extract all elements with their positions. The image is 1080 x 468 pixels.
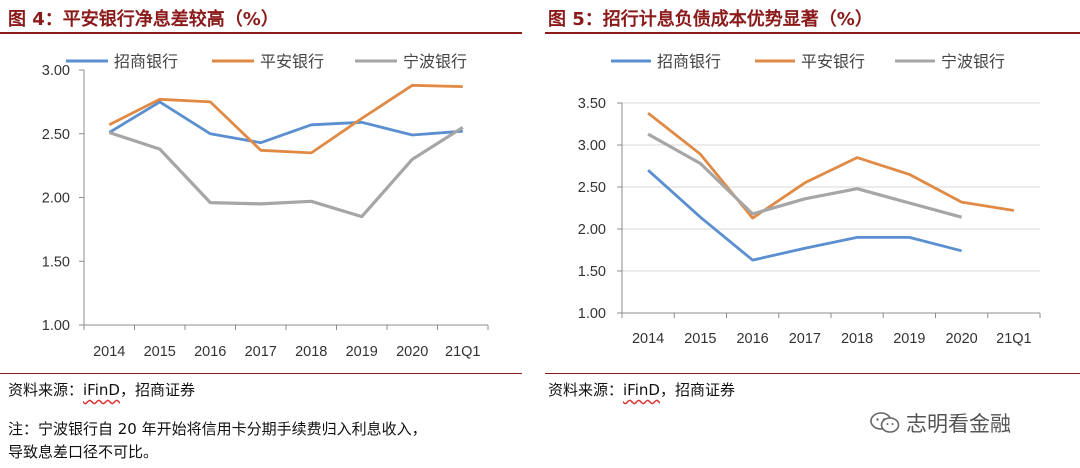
chart-title-left: 图 4：平安银行净息差较高（%）	[8, 9, 279, 30]
x-tick-label: 2017	[789, 331, 821, 347]
chart-right: 1.00 1.50 2.00 2.50 3.00 3.50 2014 2015 2016 2017…	[578, 52, 1041, 347]
x-tick-label: 2019	[346, 344, 378, 360]
title-rule-right	[545, 32, 1080, 34]
series-line-3	[647, 132, 963, 219]
source-rule-right	[545, 373, 1080, 374]
y-tick-label: 1.50	[42, 254, 70, 270]
y-tick-label: 3.50	[578, 96, 606, 112]
footnote-line-1: 注：宁波银行自 20 年开始将信用卡分期手续费归入利息收入，	[8, 420, 427, 438]
legend-label-2: 平安银行	[801, 52, 865, 71]
x-tick-label: 21Q1	[445, 344, 480, 360]
footnote-line-2: 导致息差口径不可比。	[8, 443, 159, 461]
y-tick-label: 2.00	[42, 191, 70, 207]
series-line-1	[647, 169, 962, 262]
source-left: 资料来源：iFinD，招商证券	[8, 381, 195, 399]
y-tick-label: 1.50	[578, 264, 606, 280]
y-tick-label: 3.00	[42, 63, 70, 79]
chart-title-right: 图 5：招行计息负债成本优势显著（%）	[548, 9, 873, 30]
legend-label-1: 招商银行	[657, 52, 721, 71]
legend-label-3: 宁波银行	[941, 52, 1005, 71]
series-line-3	[108, 126, 464, 219]
legend-label-2: 平安银行	[260, 52, 324, 71]
x-tick-label: 2014	[632, 331, 664, 347]
chart-left: 1.00 1.50 2.00 2.50 3.00 2014 2015 2016 2017 2018…	[42, 52, 489, 360]
legend-label-3: 宁波银行	[403, 52, 467, 71]
x-tick-label: 2014	[93, 344, 125, 360]
x-tick-label: 2015	[144, 344, 176, 360]
title-rule-left	[0, 32, 522, 34]
source-right: 资料来源：iFinD，招商证券	[548, 381, 735, 399]
y-tick-label: 2.50	[42, 127, 70, 143]
x-tick-label: 2016	[736, 331, 768, 347]
y-tick-label: 1.00	[42, 318, 70, 334]
legend-label-1: 招商银行	[114, 52, 178, 71]
series-line-1	[108, 100, 463, 145]
watermark: 志明看金融	[870, 408, 1011, 438]
source-rule-left	[0, 373, 522, 374]
x-tick-label: 2020	[945, 331, 977, 347]
x-tick-label: 21Q1	[996, 331, 1031, 347]
series-line-2	[108, 83, 463, 155]
x-tick-label: 2017	[245, 344, 277, 360]
x-tick-label: 2015	[684, 331, 716, 347]
footnote: 注：宁波银行自 20 年开始将信用卡分期手续费归入利息收入， 导致息差口径不可比…	[8, 418, 427, 464]
x-tick-label: 2019	[893, 331, 925, 347]
series-line-2	[647, 111, 1015, 220]
wechat-icon	[870, 412, 900, 433]
x-tick-label: 2018	[841, 331, 873, 347]
x-tick-label: 2020	[396, 344, 428, 360]
y-tick-label: 3.00	[578, 138, 606, 154]
y-tick-label: 2.00	[578, 222, 606, 238]
y-tick-label: 1.00	[578, 306, 606, 322]
y-tick-label: 2.50	[578, 180, 606, 196]
x-tick-label: 2016	[194, 344, 226, 360]
x-tick-label: 2018	[295, 344, 327, 360]
